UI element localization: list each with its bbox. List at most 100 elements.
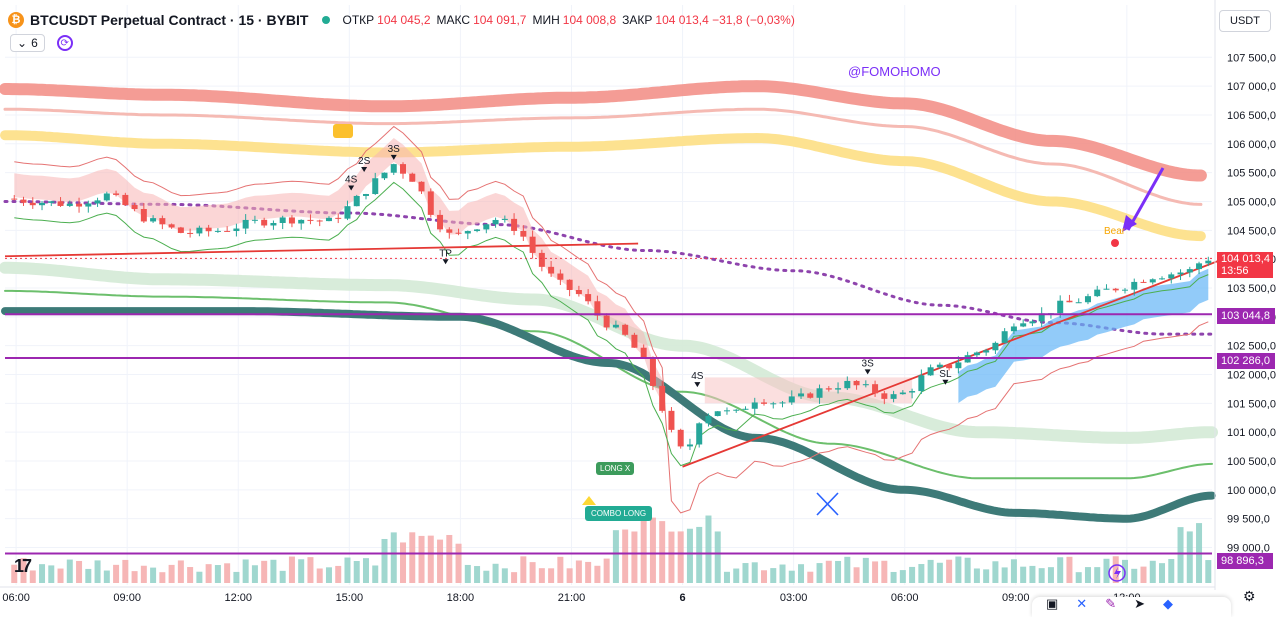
signal-label-3s: 3S bbox=[862, 358, 875, 369]
candle-body bbox=[890, 394, 897, 399]
volume-bar bbox=[936, 562, 943, 583]
candle-body bbox=[575, 289, 582, 295]
currency-selector[interactable]: USDT bbox=[1219, 10, 1271, 32]
volume-bar bbox=[409, 532, 416, 583]
volume-bar bbox=[529, 562, 536, 583]
volume-bar bbox=[1066, 556, 1073, 583]
candle-body bbox=[520, 230, 527, 237]
volume-bar bbox=[372, 565, 379, 583]
volume-bar bbox=[233, 571, 240, 583]
candle-body bbox=[474, 229, 481, 232]
candle-body bbox=[881, 393, 888, 399]
candle-body bbox=[1177, 272, 1184, 275]
upper-band-outer bbox=[0, 80, 1207, 182]
candle-body bbox=[418, 181, 425, 192]
volume-bar bbox=[909, 566, 916, 583]
volume-bar bbox=[603, 558, 610, 583]
volume-bar bbox=[381, 538, 388, 583]
volume-bar bbox=[677, 531, 684, 583]
arrow-head-icon bbox=[1122, 215, 1137, 232]
chevron-icon: ⌄ bbox=[17, 36, 28, 50]
volume-bar bbox=[686, 528, 693, 583]
volume-bar bbox=[1140, 566, 1147, 583]
candle-body bbox=[816, 388, 823, 398]
volume-bar bbox=[122, 559, 129, 583]
volume-bar bbox=[742, 563, 749, 583]
candle-body bbox=[427, 191, 434, 215]
price-tick-label: 105 000,0 bbox=[1227, 196, 1276, 208]
indicators-toggle-button[interactable]: ⌄ 6 bbox=[10, 34, 45, 52]
cube-icon[interactable]: ◆ bbox=[1163, 596, 1174, 611]
candle-body bbox=[511, 218, 518, 231]
volume-bar bbox=[251, 565, 258, 583]
volume-bar bbox=[575, 560, 582, 583]
volume-bar bbox=[557, 556, 564, 583]
box-icon[interactable]: ▣ bbox=[1046, 596, 1059, 611]
volume-bar bbox=[992, 561, 999, 583]
signal-label-2s: 2S bbox=[358, 156, 371, 167]
candle-body bbox=[455, 232, 462, 234]
volume-bar bbox=[455, 543, 462, 583]
price-tick-label: 105 500,0 bbox=[1227, 168, 1276, 180]
candle-body bbox=[1038, 313, 1045, 322]
volume-bar bbox=[224, 563, 231, 583]
sync-icon[interactable]: ⟳ bbox=[56, 35, 73, 51]
bar-countdown: 13:56 bbox=[1221, 265, 1249, 277]
candle-body bbox=[622, 324, 629, 335]
volume-bar bbox=[548, 568, 555, 583]
candle-body bbox=[1075, 302, 1082, 304]
candle-body bbox=[668, 410, 675, 430]
teal-ma bbox=[1, 307, 1216, 523]
candle-body bbox=[529, 236, 536, 253]
volume-bar bbox=[955, 556, 962, 583]
volume-bar bbox=[474, 566, 481, 583]
volume-bar bbox=[1001, 567, 1008, 583]
candle-body bbox=[251, 219, 258, 221]
horizontal-levels bbox=[5, 257, 1212, 555]
volume-bar bbox=[983, 569, 990, 583]
price-axis: 107 500,0 107 000,0 106 500,0 106 000,0 105 … bbox=[1214, 0, 1276, 590]
candle-body bbox=[344, 206, 351, 219]
candle-body bbox=[862, 384, 869, 386]
candle-body bbox=[233, 228, 240, 232]
crosshair-icon[interactable]: ✕ bbox=[1076, 596, 1088, 611]
cross-marker-icon bbox=[816, 492, 839, 516]
candle-body bbox=[214, 230, 221, 232]
signal-marker bbox=[942, 379, 949, 385]
ohlc-high-value: 104 091,7 bbox=[473, 13, 527, 27]
candle-body bbox=[566, 279, 573, 290]
level-label-upper: 103 044,8 bbox=[1217, 308, 1275, 324]
gear-icon[interactable]: ⚙ bbox=[1243, 588, 1256, 604]
candle-body bbox=[538, 252, 545, 267]
symbol-title[interactable]: BTCUSDT Perpetual Contract · 15 · BYBIT bbox=[30, 12, 309, 28]
candle-body bbox=[751, 402, 758, 409]
candle-body bbox=[325, 217, 332, 222]
candle-body bbox=[131, 205, 138, 209]
candle-body bbox=[612, 324, 619, 328]
volume-bar bbox=[39, 564, 46, 583]
candle-body bbox=[807, 393, 814, 398]
volume-bar bbox=[418, 535, 425, 583]
volume-bar bbox=[140, 565, 147, 583]
pencil-icon[interactable]: ✎ bbox=[1105, 596, 1117, 611]
price-tick-label: 100 000,0 bbox=[1227, 485, 1276, 497]
candle-body bbox=[723, 410, 730, 412]
volume-bar bbox=[325, 567, 332, 583]
volume-bar bbox=[57, 568, 64, 583]
volume-bar bbox=[714, 531, 721, 583]
time-tick-label: 09:00 bbox=[113, 592, 141, 604]
volume-bar bbox=[1149, 560, 1156, 583]
volume-bar bbox=[807, 571, 814, 583]
volume-bar bbox=[872, 561, 879, 583]
ohlc-open-label: ОТКР bbox=[342, 13, 375, 27]
candle-body bbox=[177, 227, 184, 233]
volume-bar bbox=[20, 558, 27, 583]
time-tick-label: 21:00 bbox=[558, 592, 586, 604]
volume-bar bbox=[862, 557, 869, 583]
send-icon[interactable]: ➤ bbox=[1134, 596, 1146, 611]
candle-body bbox=[1103, 288, 1110, 290]
volume-bar bbox=[1038, 568, 1045, 583]
volume-bar bbox=[761, 570, 768, 583]
candle-body bbox=[603, 315, 610, 328]
